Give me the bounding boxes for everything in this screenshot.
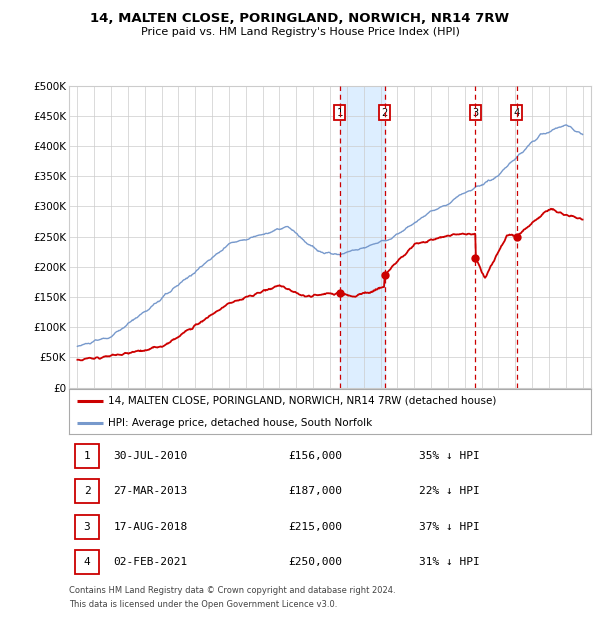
- Text: This data is licensed under the Open Government Licence v3.0.: This data is licensed under the Open Gov…: [69, 600, 337, 609]
- FancyBboxPatch shape: [75, 479, 99, 503]
- Text: £215,000: £215,000: [288, 521, 342, 532]
- Text: Price paid vs. HM Land Registry's House Price Index (HPI): Price paid vs. HM Land Registry's House …: [140, 27, 460, 37]
- Text: 22% ↓ HPI: 22% ↓ HPI: [419, 486, 479, 497]
- Text: 2: 2: [382, 108, 388, 118]
- Text: 17-AUG-2018: 17-AUG-2018: [113, 521, 188, 532]
- FancyBboxPatch shape: [75, 515, 99, 539]
- Text: 35% ↓ HPI: 35% ↓ HPI: [419, 451, 479, 461]
- Text: 30-JUL-2010: 30-JUL-2010: [113, 451, 188, 461]
- FancyBboxPatch shape: [75, 444, 99, 468]
- Text: Contains HM Land Registry data © Crown copyright and database right 2024.: Contains HM Land Registry data © Crown c…: [69, 586, 395, 595]
- Text: 3: 3: [472, 108, 478, 118]
- Text: 3: 3: [83, 521, 91, 532]
- Text: £187,000: £187,000: [288, 486, 342, 497]
- Text: 4: 4: [514, 108, 520, 118]
- Text: 2: 2: [83, 486, 91, 497]
- Text: HPI: Average price, detached house, South Norfolk: HPI: Average price, detached house, Sout…: [108, 418, 373, 428]
- Bar: [340, 86, 385, 388]
- Text: 37% ↓ HPI: 37% ↓ HPI: [419, 521, 479, 532]
- FancyBboxPatch shape: [75, 550, 99, 574]
- Text: 27-MAR-2013: 27-MAR-2013: [113, 486, 188, 497]
- Text: 14, MALTEN CLOSE, PORINGLAND, NORWICH, NR14 7RW: 14, MALTEN CLOSE, PORINGLAND, NORWICH, N…: [91, 12, 509, 25]
- Text: 4: 4: [83, 557, 91, 567]
- Text: 31% ↓ HPI: 31% ↓ HPI: [419, 557, 479, 567]
- Text: £250,000: £250,000: [288, 557, 342, 567]
- Text: 02-FEB-2021: 02-FEB-2021: [113, 557, 188, 567]
- Text: 1: 1: [337, 108, 343, 118]
- Text: £156,000: £156,000: [288, 451, 342, 461]
- Text: 14, MALTEN CLOSE, PORINGLAND, NORWICH, NR14 7RW (detached house): 14, MALTEN CLOSE, PORINGLAND, NORWICH, N…: [108, 396, 497, 405]
- Text: 1: 1: [83, 451, 91, 461]
